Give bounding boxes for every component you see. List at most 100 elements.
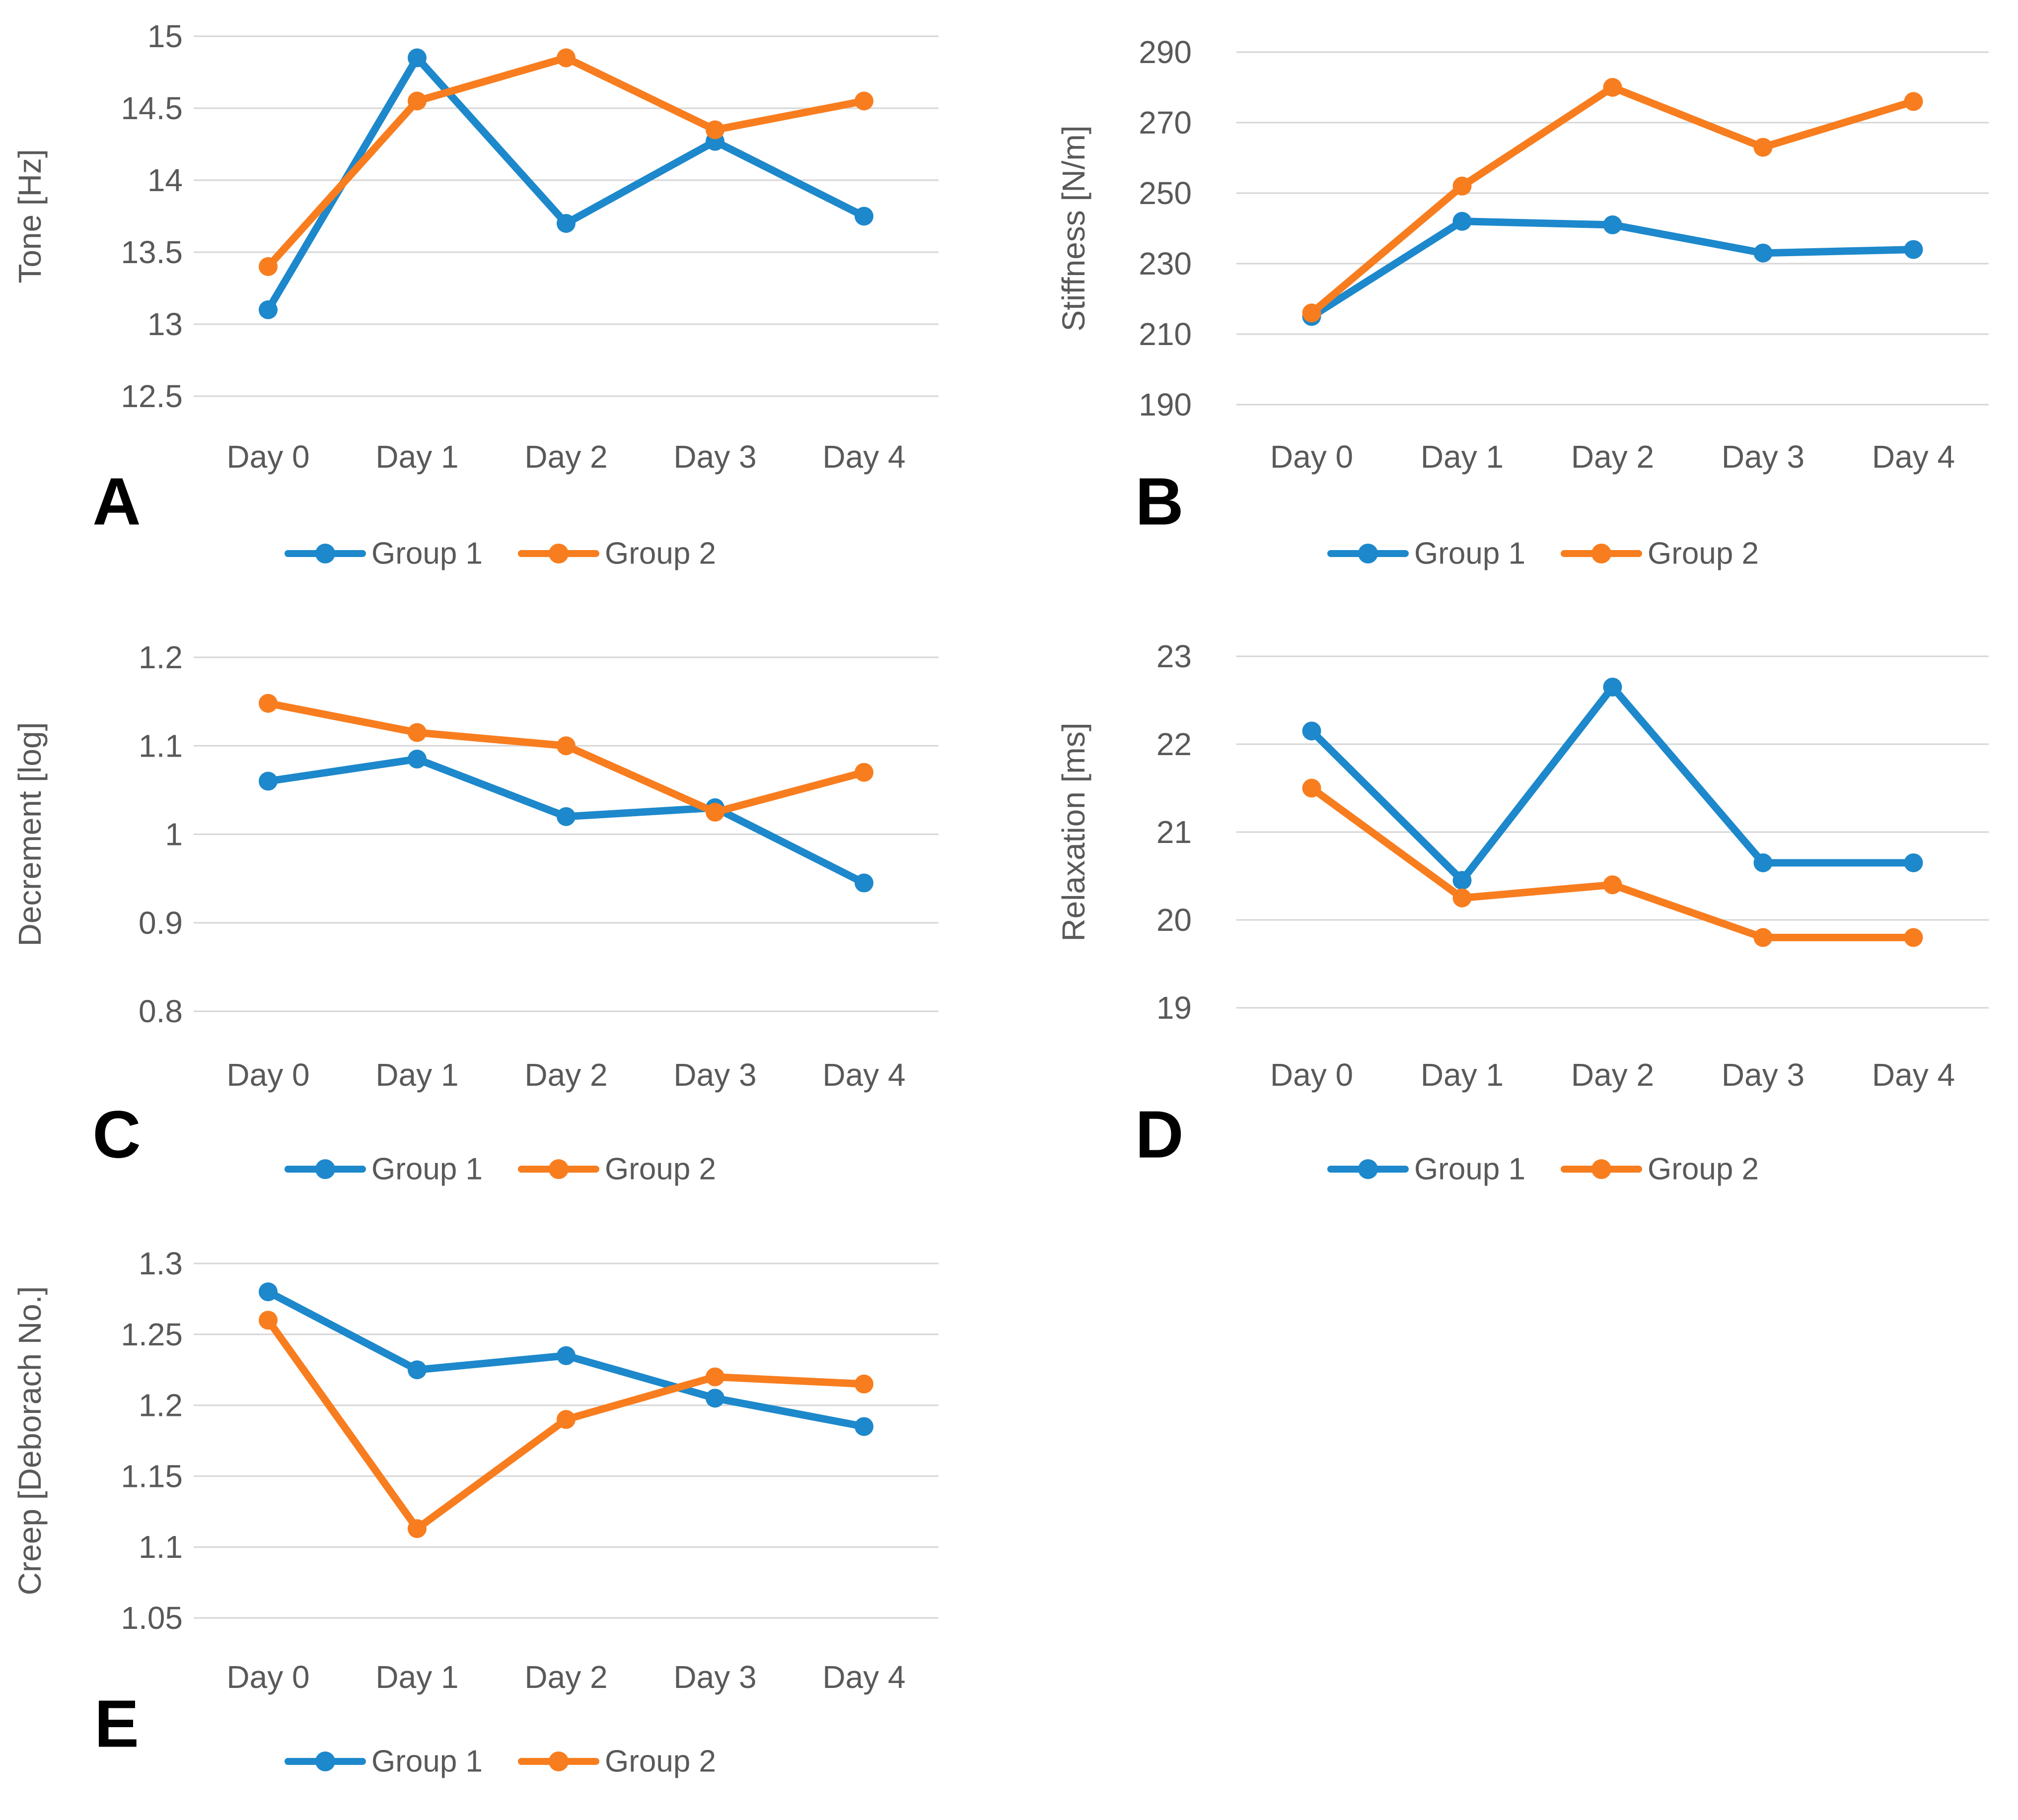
panel-d: 23 22 21 20 19 Day 0 Day 1 Day 2 Day 3 Day 4 Relax… [1056,638,1989,1187]
x-tick-label: Day 0 [226,1057,309,1093]
x-tick-label: Day 4 [822,1057,905,1093]
legend-marker-group2-point [549,1751,569,1771]
y-axis-title: Relaxation [ms] [1056,722,1091,941]
legend: Group 1 Group 2 [285,537,716,571]
y-tick-label: 1.1 [139,1529,183,1565]
series-group2-point [1603,875,1622,895]
y-tick-label: 190 [1139,387,1192,422]
x-tick-label: Day 3 [673,1057,756,1093]
series-group2-line [264,700,868,816]
y-tick-label: 20 [1156,902,1192,938]
x-tick-label: Day 1 [1421,1057,1504,1093]
series-group2-point [1904,928,1923,947]
series-group1-point [408,1360,427,1380]
legend-label-group1: Group 1 [371,1745,483,1779]
legend-label-group1: Group 1 [1414,1152,1525,1187]
series-group2-point [706,1367,724,1387]
series-group2-point [557,736,576,756]
y-tick-label: 13.5 [121,234,183,270]
series-group1-point [557,807,576,826]
series-group1-point [408,749,427,769]
x-tick-label: Day 0 [1270,1057,1353,1093]
x-tick-label: Day 4 [822,1659,905,1695]
y-tick-label: 23 [1156,638,1192,674]
x-tick-label: Day 2 [524,1057,607,1093]
x-tick-label: Day 4 [1872,439,1955,475]
series-group1-point [1753,853,1773,872]
legend-marker-group2-point [1591,1159,1611,1179]
x-tick-label: Day 2 [1571,1057,1654,1093]
series-group2-point [855,1374,873,1394]
legend-marker-group2-point [1591,544,1611,563]
y-tick-label: 12.5 [121,378,183,414]
y-tick-label: 210 [1139,316,1192,352]
x-tick-label: Day 4 [1872,1057,1955,1093]
series-group1-point [1753,243,1773,263]
y-axis-title: Stiffness [N/m] [1056,126,1091,332]
x-tick-label: Day 3 [673,1659,756,1695]
x-tick-label: Day 0 [226,439,309,475]
legend: Group 1 Group 2 [1327,1152,1759,1187]
y-tick-label: 1.1 [139,728,183,764]
legend: Group 1 Group 2 [285,1152,716,1187]
legend: Group 1 Group 2 [285,1745,716,1779]
series-group1-point [259,771,278,791]
series-group2-point [1753,928,1773,947]
series-group1-point [557,214,576,233]
y-tick-label: 1 [165,817,183,852]
legend-marker-group1-point [1358,544,1378,563]
legend-marker-group1-point [315,1159,335,1179]
series-group1-point [408,48,427,68]
x-tick-label: Day 1 [1421,439,1504,475]
series-group2-point [1452,176,1472,196]
y-tick-label: 21 [1156,814,1192,850]
series-group2-line [264,54,868,271]
legend-label-group1: Group 1 [371,1152,483,1187]
y-tick-label: 1.3 [139,1246,183,1281]
y-tick-label: 0.9 [139,905,183,941]
y-tick-label: 1.05 [121,1600,183,1636]
legend-marker-group1-point [315,544,335,563]
y-axis-title: Tone [Hz] [12,149,48,283]
series-group2-point [259,1311,278,1330]
series-group1-point [706,1389,724,1408]
panel-e: 1.3 1.25 1.2 1.15 1.1 1.05 Day 0 Day 1 Day 2 Day … [12,1246,938,1779]
series-group2-point [408,1519,427,1539]
y-tick-label: 290 [1139,34,1192,70]
series-group2-point [259,257,278,276]
y-tick-label: 19 [1156,990,1192,1026]
y-tick-label: 270 [1139,105,1192,140]
series-group1-point [1904,240,1923,259]
series-group2-point [706,802,724,822]
x-tick-label: Day 1 [375,1659,458,1695]
series-group2-point [408,91,427,111]
y-axis-title: Creep [Deborach No.] [12,1286,48,1596]
series-group1-point [259,1282,278,1302]
series-group2-point [1302,303,1321,323]
panel-letter: D [1135,1097,1184,1172]
y-tick-label: 1.15 [121,1458,183,1494]
series-group2-point [557,1410,576,1429]
series-group1-point [259,300,278,319]
y-tick-label: 1.2 [139,1388,183,1423]
legend-label-group2: Group 2 [605,1745,716,1779]
y-tick-label: 14.5 [121,90,183,126]
panel-letter: E [94,1686,139,1761]
x-tick-label: Day 3 [1722,1057,1804,1093]
series-group1-point [1452,871,1472,890]
y-axis-title: Decrement [log] [12,722,48,947]
panel-letter: C [92,1097,141,1172]
series-group1-point [1452,211,1472,231]
series-group2-point [855,91,873,111]
legend-marker-group2-point [549,544,569,563]
x-tick-label: Day 4 [822,439,905,475]
x-tick-label: Day 1 [375,439,458,475]
panel-a: 15 14.5 14 13.5 13 12.5 Day 0 Day 1 Day 2 Day 3 Da… [12,18,938,571]
legend-label-group2: Group 2 [1648,537,1759,571]
legend-label-group2: Group 2 [605,537,716,571]
y-tick-label: 15 [147,18,183,54]
series-group1-point [1904,853,1923,872]
x-tick-label: Day 3 [1722,439,1804,475]
